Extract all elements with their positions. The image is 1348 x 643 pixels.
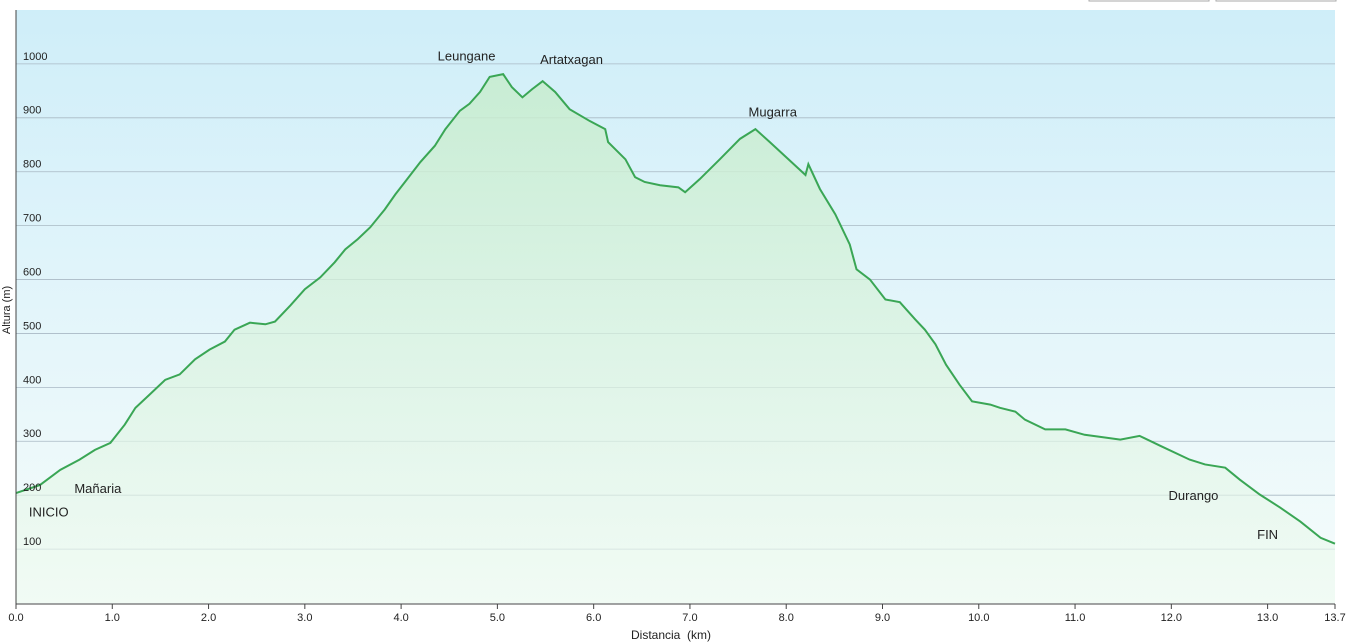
annotation: Mugarra [749,104,798,119]
x-tick-label: 1.0 [105,612,120,624]
annotation: Leungane [438,48,496,63]
y-tick-label: 700 [23,213,41,225]
elevation-line [15,73,1336,545]
area-fill [16,74,1335,604]
y-tick-label: 900 [23,105,41,117]
x-tick-label: 6.0 [586,612,601,624]
y-tick-label: 800 [23,159,41,171]
x-tick-label: 2.0 [201,612,216,624]
x-tick-label: 9.0 [875,612,890,624]
annotation: Durango [1169,488,1219,503]
x-axis-label: Distancia (km) [631,628,711,642]
annotation: Mañaria [74,481,122,496]
plot [15,73,1336,604]
x-tick-label: 12.0 [1161,612,1182,624]
annotation: Artatxagan [540,52,603,67]
annotation: INICIO [29,504,69,519]
x-tick-label: 8.0 [779,612,794,624]
y-axis-label: Altura (m) [1,286,13,334]
x-tick-label: 11.0 [1065,612,1086,624]
y-tick-label: 300 [23,428,41,440]
x-tick-label: 3.0 [297,612,312,624]
x-tick-label: 10.0 [968,612,989,624]
annotation: FIN [1257,527,1278,542]
y-tick-label: 400 [23,374,41,386]
x-tick-label: 0.0 [8,612,23,624]
y-tick-label: 600 [23,266,41,278]
x-tick-label: 13.7 [1324,612,1345,624]
y-tick-label: 200 [23,482,41,494]
y-tick-label: 100 [23,536,41,548]
x-tick-label: 4.0 [393,612,408,624]
button[interactable] [1088,0,1210,2]
y-tick-label: 500 [23,320,41,332]
x-tick-label: 5.0 [490,612,505,624]
x-tick-label: 13.0 [1257,612,1278,624]
button[interactable] [1215,0,1337,2]
y-tick-label: 1000 [23,51,47,63]
x-tick-label: 7.0 [682,612,697,624]
